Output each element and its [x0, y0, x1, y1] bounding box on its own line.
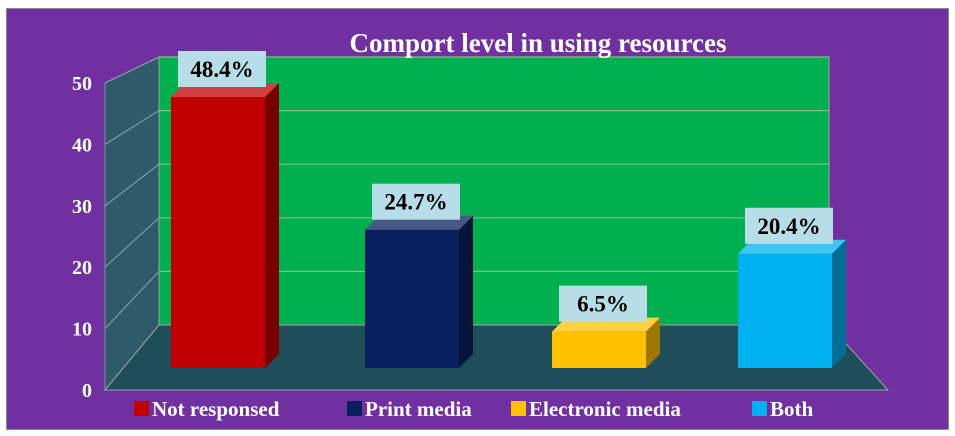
legend-swatch — [347, 401, 362, 416]
data-label: 24.7% — [372, 183, 460, 220]
data-label-box — [559, 285, 647, 322]
chart-title: Comport level in using resources — [350, 28, 727, 58]
gridline-side — [104, 163, 160, 207]
legend-label: Not responsed — [152, 397, 280, 421]
legend-label: Both — [770, 397, 814, 421]
bar-side — [832, 239, 846, 368]
bars — [171, 83, 846, 368]
data-label: 6.5% — [559, 285, 647, 322]
y-tick-label: 10 — [72, 319, 92, 341]
data-label-box — [372, 183, 460, 220]
bar — [738, 239, 846, 368]
data-label-text: 24.7% — [384, 190, 447, 215]
legend-label: Print media — [365, 397, 472, 421]
legend-swatch — [752, 401, 767, 416]
bar-side — [646, 317, 660, 368]
chart-svg: 0 10 20 30 40 50 48.4% 24.7% 6.5% 20.4% Comport … — [7, 9, 948, 429]
bar — [171, 83, 279, 368]
y-tick-label: 30 — [72, 196, 92, 218]
bar-front — [552, 331, 646, 368]
y-tick-label: 50 — [72, 73, 92, 95]
gridline-side — [104, 56, 160, 84]
bar-side — [459, 215, 473, 368]
bar-front — [171, 97, 265, 368]
chart-frame: 0 10 20 30 40 50 48.4% 24.7% 6.5% 20.4% Comport … — [6, 8, 949, 430]
bar — [552, 317, 660, 368]
legend: Not responsed Print media Electronic media… — [134, 397, 814, 421]
bar-front — [738, 253, 832, 368]
legend-swatch — [134, 401, 149, 416]
data-label: 48.4% — [178, 51, 266, 87]
y-tick-label: 40 — [72, 134, 92, 156]
data-label-box — [745, 207, 833, 244]
data-label-text: 20.4% — [757, 214, 820, 239]
bar-side — [265, 83, 279, 368]
y-tick-label: 0 — [82, 380, 92, 402]
legend-label: Electronic media — [529, 397, 681, 421]
data-label-box — [178, 51, 266, 87]
bar — [365, 215, 473, 368]
legend-swatch — [511, 401, 526, 416]
data-labels: 48.4% 24.7% 6.5% 20.4% — [178, 51, 833, 322]
bar-front — [365, 229, 459, 368]
gridline-side — [104, 110, 160, 145]
data-label-text: 6.5% — [577, 292, 629, 317]
gridline-side — [104, 217, 160, 268]
gridline-side — [104, 271, 160, 329]
y-axis-ticks: 0 10 20 30 40 50 — [72, 73, 92, 402]
y-tick-label: 20 — [72, 257, 92, 279]
data-label: 20.4% — [745, 207, 833, 244]
data-label-text: 48.4% — [190, 57, 253, 82]
